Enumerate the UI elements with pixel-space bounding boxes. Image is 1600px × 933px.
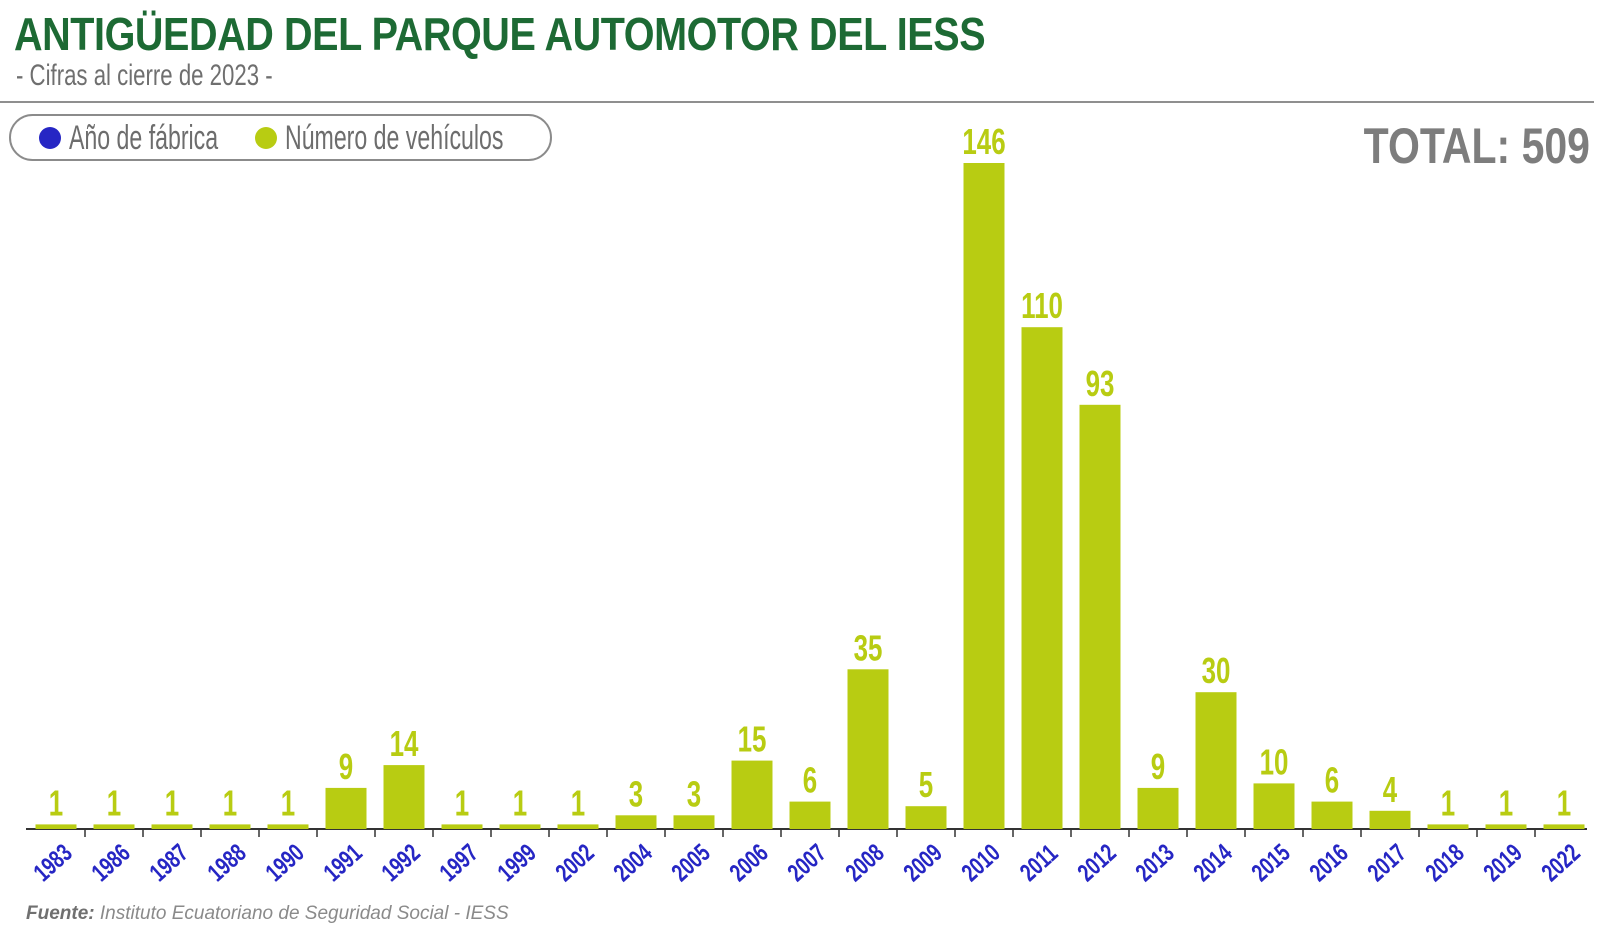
x-tick-label-1997: 1997	[434, 838, 484, 887]
x-tick-label-1986: 1986	[86, 838, 136, 887]
bar-2022	[1543, 824, 1585, 829]
x-tick-label-2002: 2002	[550, 838, 600, 887]
value-label-1990: 1	[281, 783, 295, 823]
bars: 1 1 1 1 1 9 14 1 1 1 3 3 15 6 35 5 146 110 93 9 30 10 6 4 1 1 1	[35, 122, 1585, 829]
value-label-2012: 93	[1086, 364, 1115, 404]
x-tick-label-2018: 2018	[1420, 838, 1470, 887]
bar-2010	[963, 163, 1005, 829]
x-tick-label-2016: 2016	[1304, 838, 1354, 887]
bar-2016	[1311, 801, 1353, 829]
value-label-2006: 15	[738, 719, 767, 759]
bar-1988	[209, 824, 251, 829]
chart-title: ANTIGÜEDAD DEL PARQUE AUTOMOTOR DEL IESS	[14, 8, 986, 60]
source-label: Fuente:	[26, 903, 95, 924]
chart-subtitle: - Cifras al cierre de 2023 -	[16, 59, 273, 92]
value-label-1986: 1	[107, 783, 121, 823]
bar-chart: 1983 1986 1987 1988 1990 1991 1992 1997 1999 2002…	[26, 122, 1587, 887]
bar-2008	[847, 669, 889, 829]
x-tick-label-1988: 1988	[202, 838, 252, 887]
value-label-2010: 146	[962, 122, 1005, 162]
value-label-2019: 1	[1499, 783, 1513, 823]
bar-1992	[383, 765, 425, 829]
x-tick-label-2005: 2005	[666, 838, 716, 887]
value-label-2022: 1	[1557, 783, 1571, 823]
legend-count-label: Número de vehículos	[285, 119, 504, 157]
x-tick-label-2009: 2009	[898, 838, 948, 887]
x-tick-label-1992: 1992	[376, 838, 426, 887]
value-label-2002: 1	[571, 783, 585, 823]
bar-2002	[557, 824, 599, 829]
title-divider	[0, 101, 1594, 103]
value-label-2004: 3	[629, 774, 643, 814]
x-tick-label-2017: 2017	[1362, 838, 1412, 887]
bar-2013	[1137, 787, 1179, 829]
value-label-2008: 35	[854, 628, 883, 668]
value-label-2007: 6	[803, 760, 817, 800]
legend-count-swatch	[255, 127, 277, 149]
value-label-1999: 1	[513, 783, 527, 823]
x-tick-label-2007: 2007	[782, 838, 832, 887]
bar-2014	[1195, 692, 1237, 829]
x-tick-label-2012: 2012	[1072, 838, 1122, 887]
bar-2018	[1427, 824, 1469, 829]
bar-2004	[615, 815, 657, 829]
x-tick-label-1983: 1983	[28, 838, 78, 887]
bar-2019	[1485, 824, 1527, 829]
x-tick-label-2004: 2004	[608, 838, 658, 887]
bar-1997	[441, 824, 483, 829]
source-text: Instituto Ecuatoriano de Seguridad Socia…	[99, 903, 509, 924]
bar-2017	[1369, 810, 1411, 829]
bar-2006	[731, 760, 773, 829]
bar-1990	[267, 824, 309, 829]
value-label-2018: 1	[1441, 783, 1455, 823]
value-label-1992: 14	[390, 724, 419, 764]
bar-2005	[673, 815, 715, 829]
value-label-1988: 1	[223, 783, 237, 823]
value-label-2005: 3	[687, 774, 701, 814]
value-label-2011: 110	[1021, 286, 1063, 326]
value-label-1991: 9	[339, 747, 353, 787]
x-tick-label-1987: 1987	[144, 838, 194, 887]
bar-1999	[499, 824, 541, 829]
bar-2015	[1253, 783, 1295, 829]
bar-2011	[1021, 327, 1063, 829]
x-tick-label-2013: 2013	[1130, 838, 1180, 887]
legend-year-swatch	[39, 127, 61, 149]
x-tick-label-2014: 2014	[1188, 838, 1238, 887]
x-tick-label-2010: 2010	[956, 838, 1006, 887]
value-label-1997: 1	[455, 783, 469, 823]
bar-2007	[789, 801, 831, 829]
value-label-2014: 30	[1202, 651, 1231, 691]
bar-1983	[35, 824, 77, 829]
bar-1987	[151, 824, 193, 829]
x-tick-label-2022: 2022	[1536, 838, 1586, 887]
chart-legend: Año de fábrica Número de vehículos	[9, 114, 552, 161]
x-tick-label-2006: 2006	[724, 838, 774, 887]
value-label-2017: 4	[1383, 770, 1398, 810]
bar-1991	[325, 787, 367, 829]
total-count: TOTAL: 509	[1363, 118, 1590, 174]
value-label-1987: 1	[165, 783, 179, 823]
x-tick-label-1999: 1999	[492, 838, 542, 887]
value-label-1983: 1	[49, 783, 63, 823]
x-tick-label-2015: 2015	[1246, 838, 1296, 887]
value-label-2009: 5	[919, 765, 933, 805]
x-axis: 1983 1986 1987 1988 1990 1991 1992 1997 1999 2002…	[26, 828, 1587, 887]
x-tick-label-1990: 1990	[260, 838, 310, 887]
bar-2012	[1079, 404, 1121, 829]
legend-year-label: Año de fábrica	[69, 119, 219, 157]
x-tick-label-2019: 2019	[1478, 838, 1528, 887]
source-note: Fuente: Instituto Ecuatoriano de Segurid…	[26, 902, 509, 926]
x-tick-label-2011: 2011	[1014, 839, 1063, 887]
bar-2009	[905, 806, 947, 829]
bar-1986	[93, 824, 135, 829]
x-tick-label-2008: 2008	[840, 838, 890, 887]
x-tick-label-1991: 1991	[318, 838, 368, 887]
value-label-2016: 6	[1325, 760, 1339, 800]
value-label-2015: 10	[1260, 742, 1289, 782]
value-label-2013: 9	[1151, 747, 1165, 787]
